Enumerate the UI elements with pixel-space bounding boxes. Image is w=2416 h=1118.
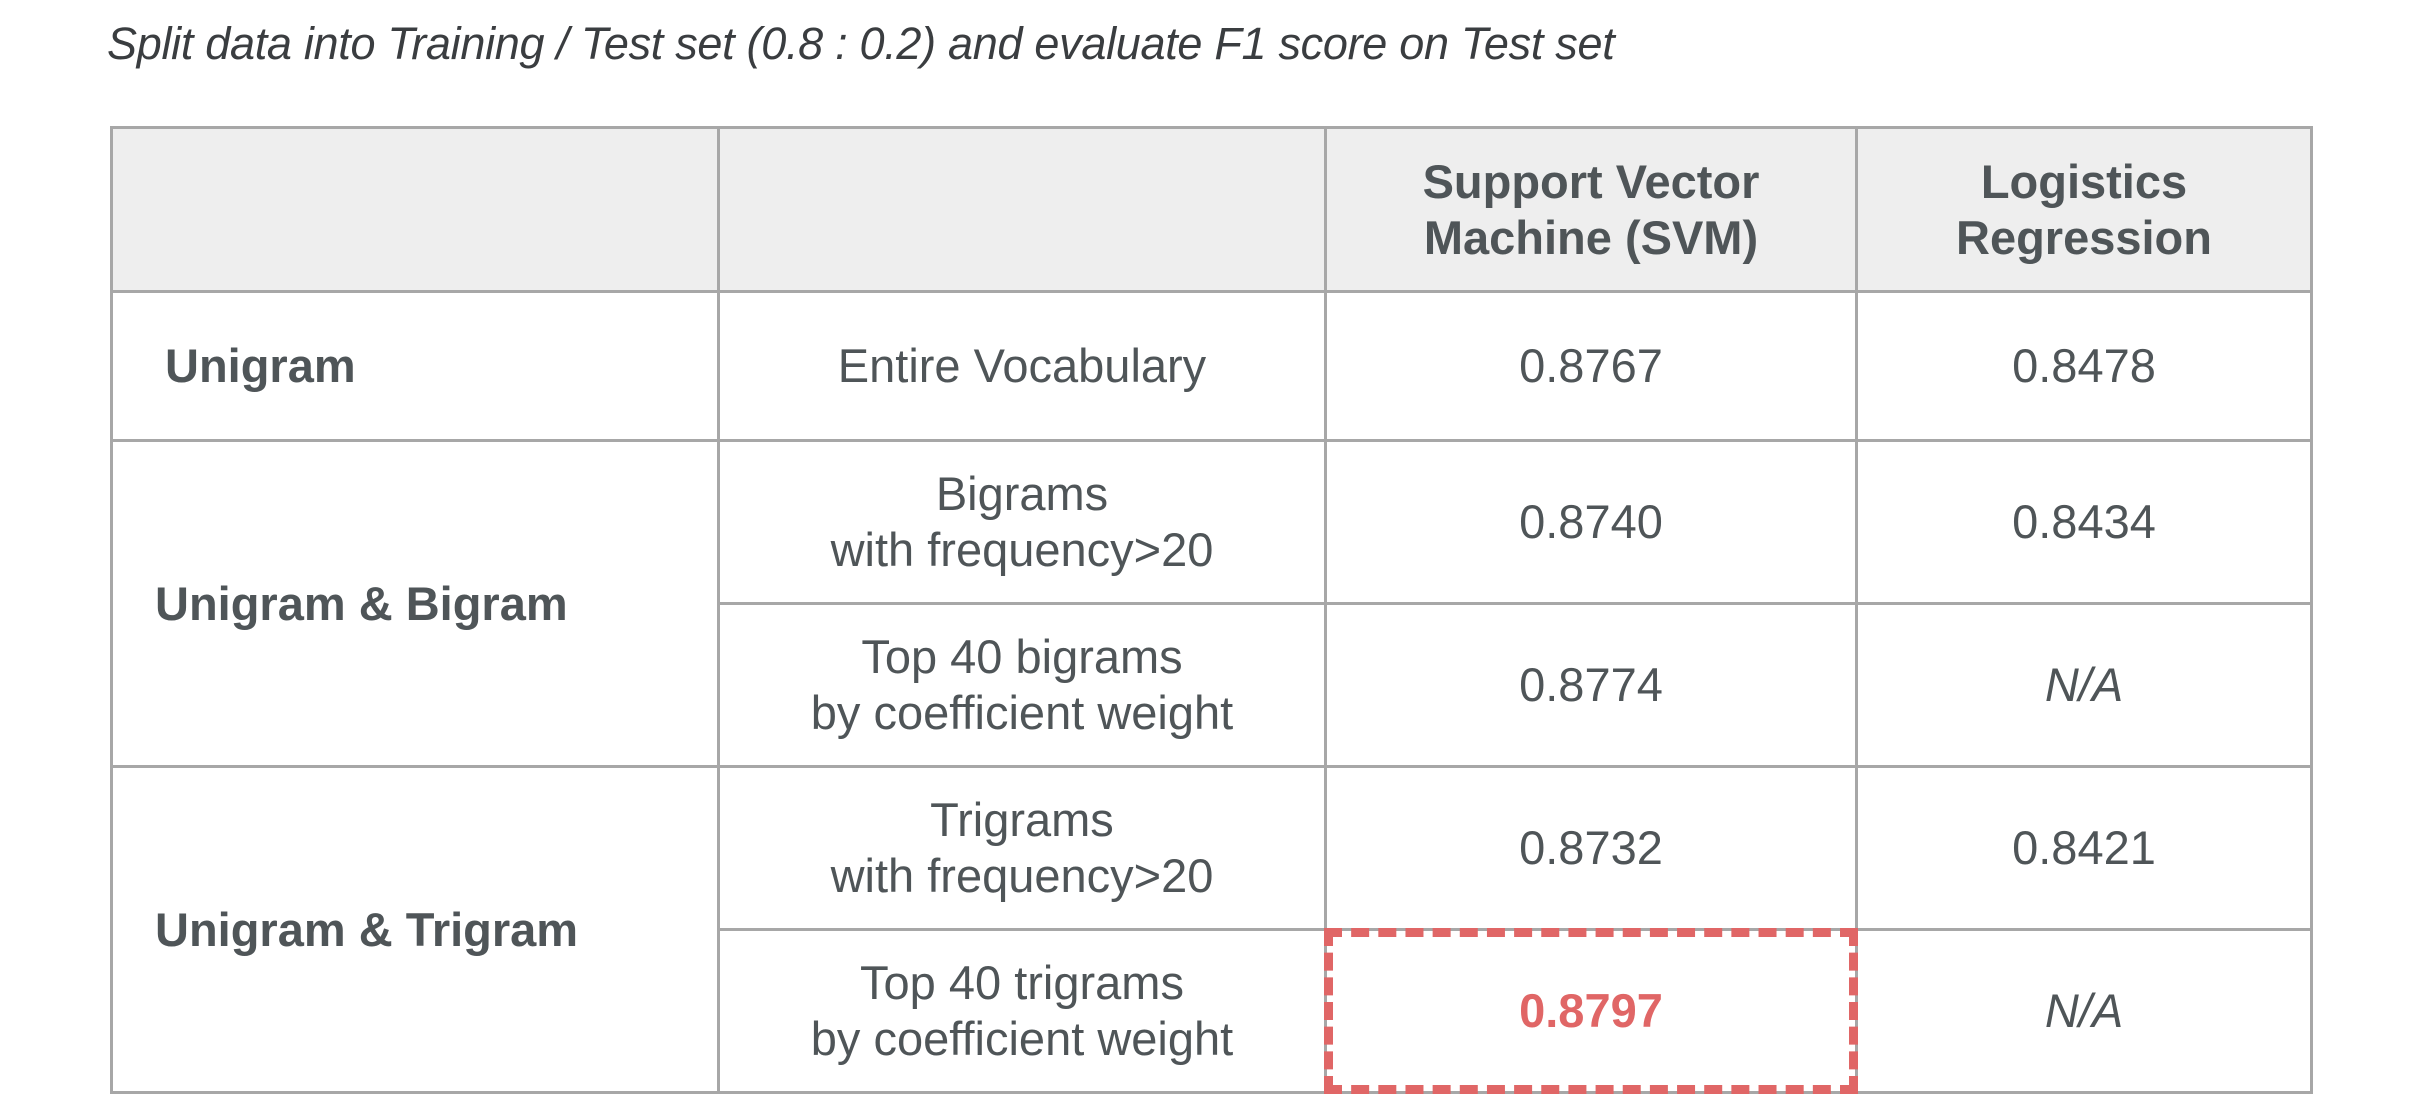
selection-cell: Top 40 bigrams by coefficient weight: [717, 602, 1327, 768]
header-svm: Support Vector Machine (SVM): [1324, 126, 1858, 293]
header-lr-line-1: Logistics: [1980, 154, 2188, 208]
lr-score: N/A: [1855, 602, 2313, 768]
selection-line: by coefficient weight: [810, 1012, 1234, 1065]
header-svm-line-1: Support Vector: [1422, 154, 1760, 208]
header-lr-line-2: Regression: [1956, 210, 2212, 264]
selection-line: Trigrams: [930, 793, 1114, 846]
selection-line: Top 40 trigrams: [860, 956, 1184, 1009]
feature-unigram-trigram: Unigram & Trigram: [110, 765, 720, 1094]
header-row: Support Vector Machine (SVM) Logistics R…: [110, 126, 2313, 293]
svm-score: 0.8767: [1324, 290, 1858, 442]
table-row: Unigram Entire Vocabulary 0.8767 0.8478: [110, 290, 2313, 442]
selection-line: Top 40 bigrams: [861, 630, 1183, 683]
header-feature: [110, 126, 720, 293]
svm-score: 0.8732: [1324, 765, 1858, 931]
svm-score: 0.8774: [1324, 602, 1858, 768]
header-selection: [717, 126, 1327, 293]
best-score-value: 0.8797: [1519, 984, 1663, 1037]
table-row: Unigram & Bigram Bigrams with frequency>…: [110, 439, 2313, 768]
lr-score: 0.8478: [1855, 290, 2313, 442]
svm-score-highlighted: 0.8797: [1324, 928, 1858, 1094]
selection-cell: Trigrams with frequency>20: [717, 765, 1327, 931]
table-row: Top 40 bigrams by coefficient weight 0.8…: [112, 602, 2313, 768]
lr-score: 0.8421: [1855, 765, 2313, 931]
selection-line: by coefficient weight: [810, 686, 1234, 739]
header-svm-line-2: Machine (SVM): [1423, 210, 1759, 264]
selection-cell: Bigrams with frequency>20: [717, 439, 1327, 605]
selection-line: with frequency>20: [830, 523, 1214, 576]
table-row: Unigram & Trigram Trigrams with frequenc…: [110, 765, 2313, 1094]
svm-score: 0.8740: [1324, 439, 1858, 605]
feature-unigram-bigram: Unigram & Bigram: [110, 439, 720, 768]
selection-cell: Top 40 trigrams by coefficient weight: [717, 928, 1327, 1094]
selection-line: with frequency>20: [830, 849, 1214, 902]
table-row: Top 40 trigrams by coefficient weight 0.…: [112, 928, 2313, 1094]
table-caption: Split data into Training / Test set (0.8…: [107, 18, 1615, 69]
results-table: Support Vector Machine (SVM) Logistics R…: [110, 126, 2313, 1094]
lr-score: 0.8434: [1855, 439, 2313, 605]
feature-unigram: Unigram: [110, 290, 720, 442]
selection-cell: Entire Vocabulary: [717, 290, 1327, 442]
selection-line: Bigrams: [935, 467, 1109, 520]
selection-line: Entire Vocabulary: [837, 339, 1207, 392]
header-logistic-regression: Logistics Regression: [1855, 126, 2313, 293]
lr-score: N/A: [1855, 928, 2313, 1094]
